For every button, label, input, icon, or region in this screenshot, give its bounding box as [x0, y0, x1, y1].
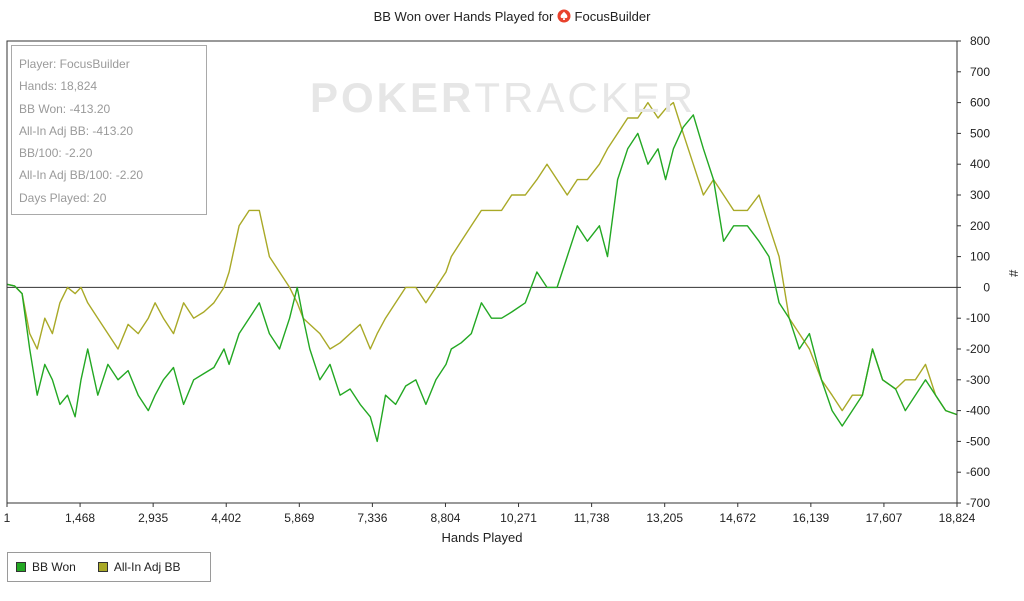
x-tick-label: 1,468	[65, 511, 95, 525]
y-tick-label: -700	[966, 496, 990, 510]
chart-title: BB Won over Hands Played for FocusBuilde…	[0, 9, 1024, 24]
legend-swatch-bb-won	[16, 562, 26, 572]
x-axis-ticks: 1 1,468 2,935 4,402 5,869 7,336 8,804 10,271 11,…	[4, 503, 976, 525]
y-tick-label: -300	[966, 373, 990, 387]
stats-bb-per-100: BB/100: -2.20	[19, 146, 93, 161]
chart-title-text: BB Won over Hands Played for	[373, 9, 554, 24]
y-tick-label: 400	[970, 157, 990, 171]
y-tick-label: 700	[970, 65, 990, 79]
y-tick-label: -200	[966, 342, 990, 356]
stats-bb-won: BB Won: -413.20	[19, 101, 111, 116]
x-tick-label: 1	[4, 511, 11, 525]
stats-player: Player: FocusBuilder	[19, 57, 130, 71]
y-axis-label: #	[1006, 270, 1021, 278]
series-line-bb-won	[6, 114, 958, 443]
x-tick-label: 11,738	[574, 511, 610, 525]
plot-area-frame	[6, 40, 958, 504]
y-tick-label: 0	[983, 280, 990, 294]
x-tick-label: 14,672	[719, 511, 756, 525]
x-tick-label: 17,607	[866, 511, 903, 525]
watermark-light: TRACKER	[474, 74, 697, 121]
y-tick-label: 500	[970, 126, 990, 140]
legend-item-bb-won[interactable]: BB Won	[16, 560, 76, 574]
stats-days-played: Days Played: 20	[19, 190, 107, 205]
x-tick-label: 8,804	[430, 511, 460, 525]
series-lines	[6, 101, 958, 443]
x-tick-label: 10,271	[500, 511, 537, 525]
y-tick-label: -600	[966, 465, 990, 479]
spade-icon	[557, 9, 571, 23]
legend-swatch-allin-adj-bb	[97, 562, 108, 572]
stats-hands: Hands: 18,824	[19, 79, 98, 94]
x-tick-label: 7,336	[357, 511, 387, 525]
x-tick-label: 4,402	[211, 511, 241, 525]
legend-label-allin-adj-bb: All-In Adj BB	[113, 560, 181, 574]
x-tick-label: 18,824	[939, 511, 976, 525]
x-tick-label: 13,205	[646, 511, 683, 525]
stats-box: Player: FocusBuilder Hands: 18,824 BB Wo…	[11, 45, 207, 215]
y-tick-label: 100	[970, 250, 990, 264]
x-tick-label: 2,935	[138, 511, 168, 525]
y-tick-label: -500	[966, 434, 990, 448]
stats-allin-adj-bb: All-In Adj BB: -413.20	[19, 123, 134, 138]
y-tick-label: 600	[970, 96, 990, 110]
y-tick-label: 200	[970, 219, 990, 233]
stats-allin-adj-bb-per-100: All-In Adj BB/100: -2.20	[19, 168, 144, 183]
series-line-all-in-adj-bb	[6, 101, 958, 416]
y-tick-label: -100	[966, 311, 990, 325]
y-axis-ticks: 800 700 600 500 400 300 200 100 0 -100 -200 -300 -40…	[957, 34, 990, 510]
legend-item-allin-adj-bb[interactable]: All-In Adj BB	[97, 560, 181, 574]
y-tick-label: -400	[966, 404, 990, 418]
x-axis-label: Hands Played	[442, 530, 523, 545]
watermark-bold: POKER	[310, 74, 475, 121]
legend: BB Won All-In Adj BB	[7, 552, 211, 582]
pokertracker-watermark: POKERTRACKER	[310, 74, 696, 122]
y-tick-label: 800	[970, 34, 990, 48]
x-tick-label: 5,869	[284, 511, 314, 525]
legend-label-bb-won: BB Won	[32, 560, 76, 574]
x-tick-label: 16,139	[792, 511, 829, 525]
y-tick-label: 300	[970, 188, 990, 202]
chart-title-player: FocusBuilder	[574, 9, 651, 24]
